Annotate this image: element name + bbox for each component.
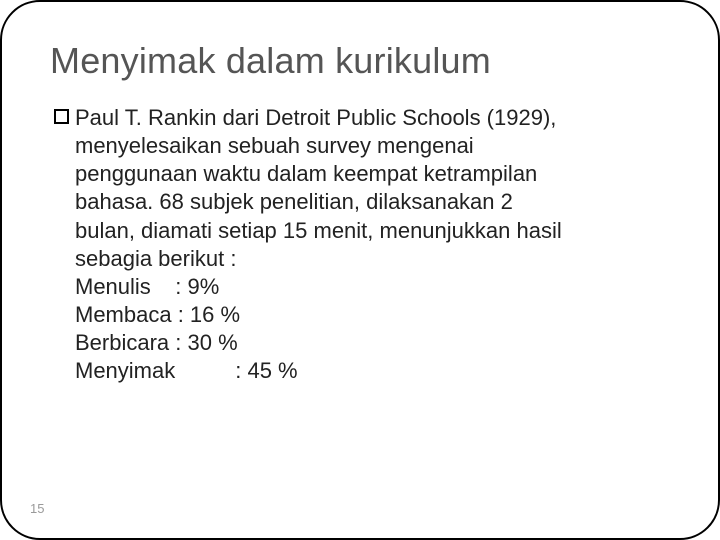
- body-line: bulan, diamati setiap 15 menit, menunjuk…: [75, 217, 670, 245]
- stat-row: Menyimak: 45 %: [75, 357, 670, 385]
- stat-row: Membaca : 16 %: [75, 301, 670, 329]
- lead-text: Paul T. Rankin dari Detroit Public Schoo…: [75, 104, 670, 132]
- slide-title: Menyimak dalam kurikulum: [50, 40, 670, 82]
- body-line: penggunaan waktu dalam keempat ketrampil…: [75, 160, 670, 188]
- square-bullet-icon: [54, 109, 69, 124]
- body-paragraph: menyelesaikan sebuah survey mengenaipeng…: [54, 132, 670, 273]
- page-number: 15: [30, 501, 44, 516]
- stat-label: Menyimak: [75, 358, 175, 383]
- body-line: menyelesaikan sebuah survey mengenai: [75, 132, 670, 160]
- stats-list: Menulis : 9%Membaca : 16 %Berbicara : 30…: [54, 273, 670, 386]
- stat-value: : 45 %: [175, 357, 297, 385]
- body-line: bahasa. 68 subjek penelitian, dilaksanak…: [75, 188, 670, 216]
- body-line: sebagia berikut :: [75, 245, 670, 273]
- stat-row: Berbicara : 30 %: [75, 329, 670, 357]
- slide-body: Paul T. Rankin dari Detroit Public Schoo…: [50, 104, 670, 386]
- stat-row: Menulis : 9%: [75, 273, 670, 301]
- bullet-item: Paul T. Rankin dari Detroit Public Schoo…: [54, 104, 670, 132]
- slide-frame: Menyimak dalam kurikulum Paul T. Rankin …: [0, 0, 720, 540]
